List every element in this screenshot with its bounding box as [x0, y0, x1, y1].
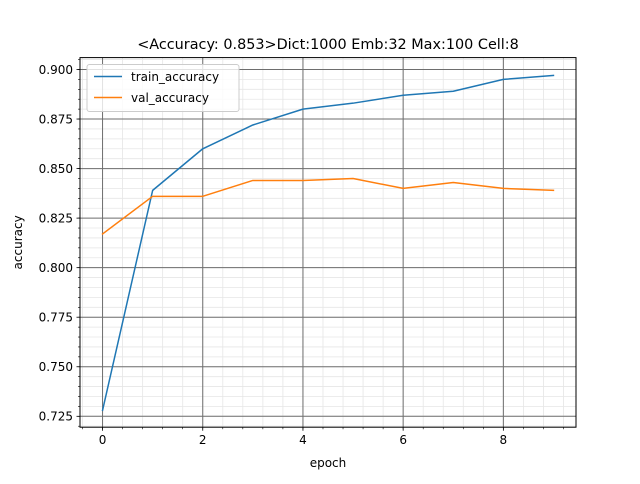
x-tick-label: 4	[299, 433, 307, 447]
x-tick-label: 6	[399, 433, 407, 447]
y-tick-label: 0.750	[39, 360, 73, 374]
y-axis-label: accuracy	[11, 215, 25, 269]
y-tick-label: 0.825	[39, 211, 73, 225]
y-tick-label: 0.900	[39, 63, 73, 77]
series-line-train_accuracy	[101, 74, 555, 412]
legend-label: train_accuracy	[131, 70, 219, 84]
plot-frame	[79, 57, 577, 428]
y-axis-ticks: 0.725 0.750 0.775 0.800 0.825 0.850 0.875 0.900	[39, 59, 80, 427]
legend: train_accuracy val_accuracy	[86, 64, 240, 112]
y-tick-label: 0.725	[39, 410, 73, 424]
y-tick-label: 0.800	[39, 261, 73, 275]
legend-label: val_accuracy	[131, 91, 209, 105]
x-tick-label: 8	[500, 433, 508, 447]
y-tick-label: 0.775	[39, 311, 73, 325]
x-tick-label: 2	[199, 433, 207, 447]
x-axis-ticks: 0 2 4 6 8	[82, 427, 564, 447]
x-axis-label: epoch	[310, 456, 347, 470]
y-tick-label: 0.875	[39, 112, 73, 126]
x-tick-label: 0	[99, 433, 107, 447]
series-line-val_accuracy	[101, 177, 555, 236]
chart-title: <Accuracy: 0.853>Dict:1000 Emb:32 Max:10…	[137, 37, 519, 53]
major-grid	[80, 57, 576, 428]
series-layer	[101, 74, 555, 412]
legend-box	[86, 64, 240, 112]
y-tick-label: 0.850	[39, 162, 73, 176]
